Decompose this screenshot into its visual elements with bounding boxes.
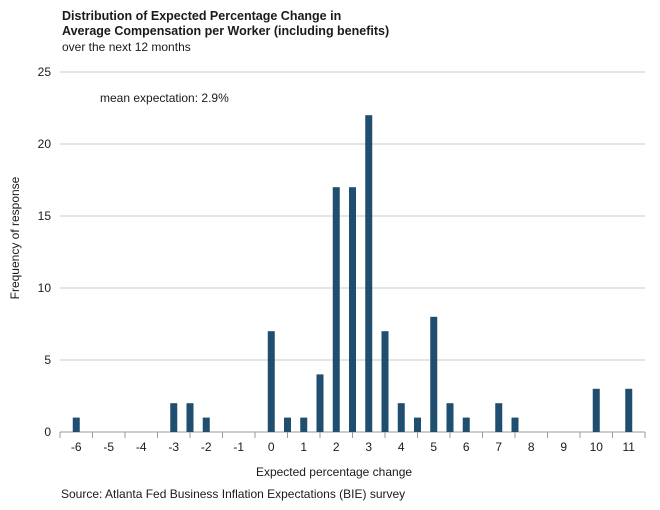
bar: [365, 115, 373, 432]
bar: [332, 187, 340, 432]
x-tick-label: -2: [201, 440, 212, 454]
bar: [414, 417, 421, 432]
x-tick-label: 7: [495, 440, 502, 454]
x-tick-label: 6: [463, 440, 470, 454]
bar: [397, 403, 405, 432]
source-note: Source: Atlanta Fed Business Inflation E…: [61, 487, 406, 501]
x-tick-label: -5: [103, 440, 114, 454]
x-tick-label: 11: [623, 440, 636, 454]
x-tick-label: 9: [560, 440, 567, 454]
bar: [284, 417, 291, 432]
mean-annotation: mean expectation: 2.9%: [100, 91, 229, 105]
x-tick-label: 3: [365, 440, 372, 454]
bar: [511, 417, 519, 432]
chart-title-line2: Average Compensation per Worker (includi…: [62, 24, 390, 38]
bar: [267, 331, 275, 432]
x-axis-label: Expected percentage change: [256, 465, 412, 479]
bar: [430, 316, 438, 432]
bar: [170, 403, 178, 432]
bar: [495, 403, 503, 432]
bar: [381, 331, 389, 432]
x-tick-label: 8: [528, 440, 535, 454]
bar: [316, 374, 324, 432]
x-tick-label: 4: [398, 440, 405, 454]
bar: [349, 187, 356, 432]
bar: [592, 388, 600, 432]
bar: [186, 403, 194, 432]
chart-subtitle: over the next 12 months: [62, 40, 191, 54]
bars: [72, 115, 633, 432]
x-tick-label: -4: [136, 440, 147, 454]
x-tick-label: 2: [333, 440, 340, 454]
bar-chart: -6 -5 -4 -3 -2 -1 0 1 2 3 4 5 6 7 8 9 10 11 0 5 10 15 20 25 me…: [8, 65, 646, 479]
bar: [625, 388, 633, 432]
x-tick-label: 1: [300, 440, 307, 454]
x-axis-ticks: -6 -5 -4 -3 -2 -1 0 1 2 3 4 5 6 7 8 9 10 11: [59, 432, 646, 454]
x-tick-label: -6: [71, 440, 82, 454]
x-tick-label: 0: [268, 440, 275, 454]
y-tick-label: 20: [38, 137, 52, 151]
chart-title: Distribution of Expected Percentage Chan…: [62, 9, 389, 39]
y-tick-label: 10: [38, 281, 52, 295]
y-tick-label: 5: [44, 353, 51, 367]
x-tick-label: -1: [233, 440, 244, 454]
y-axis-ticks: 0 5 10 15 20 25: [38, 65, 52, 439]
y-tick-label: 0: [44, 425, 51, 439]
x-tick-label: -3: [168, 440, 179, 454]
bar: [446, 403, 454, 432]
y-tick-label: 15: [38, 209, 52, 223]
y-axis-label: Frequency of response: [8, 176, 22, 299]
chart-title-line1: Distribution of Expected Percentage Chan…: [62, 9, 342, 23]
bar: [202, 417, 210, 432]
bar: [72, 417, 80, 432]
bar: [462, 417, 470, 432]
y-tick-label: 25: [38, 65, 52, 79]
bar: [300, 417, 308, 432]
x-tick-label: 10: [590, 440, 604, 454]
x-tick-label: 5: [430, 440, 437, 454]
